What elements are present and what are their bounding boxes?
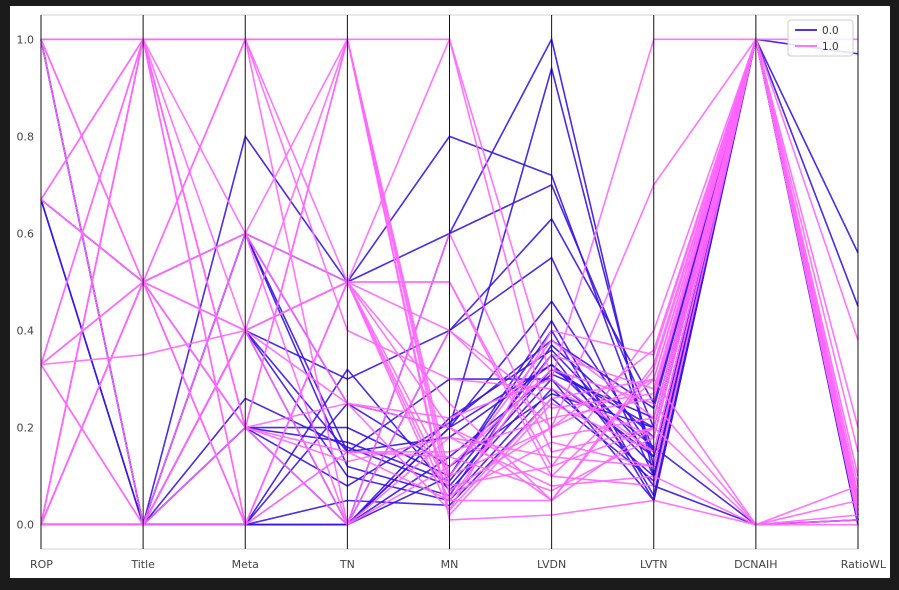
- y-tick-label: 1.0: [17, 33, 35, 46]
- axis-label-lvtn: LVTN: [640, 558, 667, 571]
- y-tick-label: 0.6: [17, 227, 35, 240]
- legend-label-1: 1.0: [822, 41, 839, 53]
- y-tick-label: 0.4: [17, 325, 35, 338]
- axis-label-title: Title: [130, 558, 155, 571]
- legend-box: [787, 19, 854, 57]
- axis-name-labels: ROP Title Meta TN MN LVDN LVTN DCNAIH RatioWL: [30, 558, 887, 571]
- legend-label-0: 0.0: [822, 25, 839, 37]
- axis-label-lvdn: LVDN: [537, 558, 566, 571]
- axis-label-tn: TN: [339, 558, 355, 571]
- parallel-coordinates-chart: 0.0 0.2 0.4 0.6 0.8 1.0 ROP Title Meta TN MN LVDN L…: [17, 14, 887, 571]
- axis-label-dcnaih: DCNAIH: [734, 558, 777, 571]
- y-tick-labels: 0.0 0.2 0.4 0.6 0.8 1.0: [17, 33, 35, 531]
- axis-label-rop: ROP: [30, 558, 53, 571]
- chart-figure: 0.0 0.2 0.4 0.6 0.8 1.0 ROP Title Meta TN MN LVDN L…: [10, 6, 890, 578]
- axis-label-mn: MN: [441, 558, 459, 571]
- y-tick-label: 0.8: [17, 130, 35, 143]
- y-tick-label: 0.0: [17, 519, 35, 532]
- y-tick-label: 0.2: [17, 422, 35, 435]
- axis-label-ratiowl: RatioWL: [841, 558, 887, 571]
- axis-label-meta: Meta: [232, 558, 259, 571]
- legend: 0.01.0: [787, 19, 854, 57]
- vertical-axes: [40, 15, 859, 549]
